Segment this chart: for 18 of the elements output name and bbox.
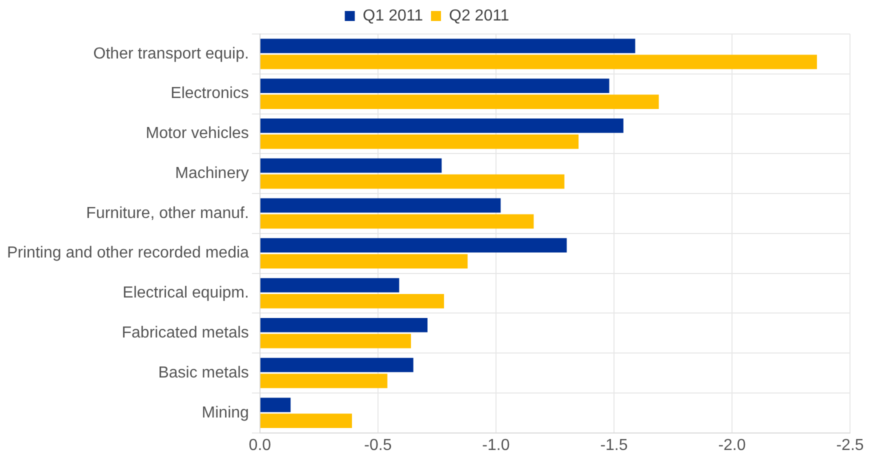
- y-tick-label: Electronics: [170, 85, 249, 102]
- x-tick-label: 0.0: [248, 436, 272, 454]
- x-tick-label: -2.5: [836, 436, 864, 454]
- y-tick-label: Mining: [202, 404, 249, 422]
- legend-label: Q2 2011: [449, 7, 510, 24]
- y-tick-label: Electrical equipm.: [122, 284, 249, 302]
- x-tick-label: -0.5: [364, 436, 392, 454]
- x-tick-label: -2.0: [718, 436, 746, 454]
- y-tick-label: Machinery: [175, 164, 249, 182]
- y-tick-label: Motor vehicles: [146, 125, 249, 142]
- y-tick-label: Fabricated metals: [122, 324, 249, 342]
- y-tick-label: Basic metals: [158, 364, 249, 382]
- legend-label: Q1 2011: [362, 7, 424, 24]
- x-tick-label: -1.0: [482, 436, 510, 454]
- x-tick-label: -1.5: [600, 436, 628, 454]
- y-tick-label: Furniture, other manuf.: [86, 204, 249, 222]
- y-tick-label: Printing and other recorded media: [7, 244, 250, 262]
- y-tick-label: Other transport equip.: [93, 45, 249, 62]
